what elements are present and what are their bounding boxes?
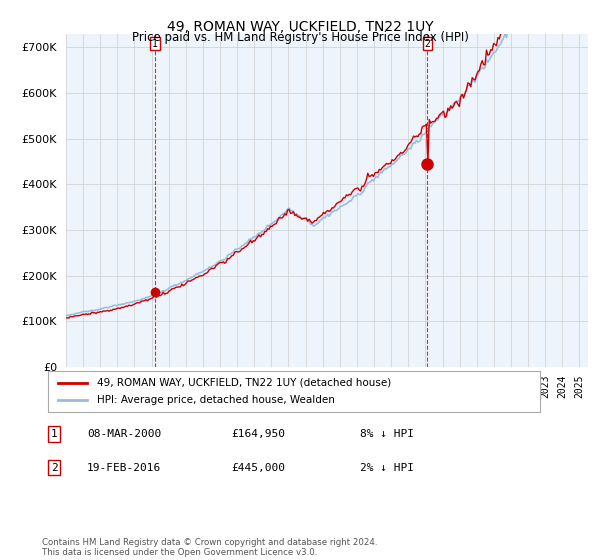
Text: 2: 2 — [50, 463, 58, 473]
Text: 1: 1 — [152, 39, 158, 49]
Text: £164,950: £164,950 — [231, 429, 285, 439]
Text: 2: 2 — [425, 39, 430, 49]
Text: Contains HM Land Registry data © Crown copyright and database right 2024.
This d: Contains HM Land Registry data © Crown c… — [42, 538, 377, 557]
Text: 49, ROMAN WAY, UCKFIELD, TN22 1UY: 49, ROMAN WAY, UCKFIELD, TN22 1UY — [167, 20, 433, 34]
Text: HPI: Average price, detached house, Wealden: HPI: Average price, detached house, Weal… — [97, 395, 335, 405]
Text: 1: 1 — [50, 429, 58, 439]
Text: Price paid vs. HM Land Registry's House Price Index (HPI): Price paid vs. HM Land Registry's House … — [131, 31, 469, 44]
Text: 19-FEB-2016: 19-FEB-2016 — [87, 463, 161, 473]
Bar — [423, 37, 432, 50]
Bar — [150, 37, 160, 50]
Text: 08-MAR-2000: 08-MAR-2000 — [87, 429, 161, 439]
Text: 8% ↓ HPI: 8% ↓ HPI — [360, 429, 414, 439]
Text: 2% ↓ HPI: 2% ↓ HPI — [360, 463, 414, 473]
Text: 49, ROMAN WAY, UCKFIELD, TN22 1UY (detached house): 49, ROMAN WAY, UCKFIELD, TN22 1UY (detac… — [97, 377, 391, 388]
Text: £445,000: £445,000 — [231, 463, 285, 473]
